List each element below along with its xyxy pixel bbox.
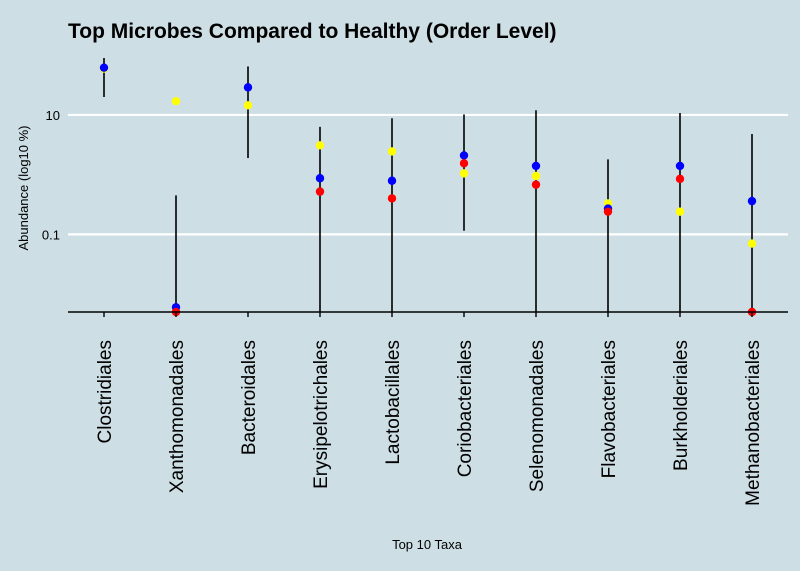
- data-point: [171, 97, 181, 106]
- x-tick-label: Selenomonadales: [527, 340, 548, 492]
- x-tick-label: Erysipelotrichales: [311, 340, 332, 489]
- y-tick-label: 0.1: [42, 227, 60, 242]
- data-point: [675, 161, 685, 171]
- data-point: [603, 207, 613, 216]
- data-point: [387, 194, 397, 203]
- data-point: [99, 63, 109, 72]
- data-point: [531, 171, 541, 181]
- y-axis: 0.1 10: [42, 108, 60, 242]
- data-point: [387, 176, 397, 185]
- x-tick-label: Xanthomonadales: [167, 340, 188, 493]
- y-axis-title: Abundance (log10 %): [16, 125, 31, 250]
- x-tick-label: Lactobacillales: [383, 340, 404, 465]
- data-point: [243, 83, 253, 92]
- data-point: [243, 101, 253, 110]
- y-tick-label: 10: [46, 108, 60, 123]
- data-point: [387, 147, 397, 156]
- data-point: [747, 196, 757, 206]
- x-tick-label: Flavobacteriales: [599, 340, 620, 478]
- x-tick-label: Clostridiales: [95, 340, 116, 443]
- range-layer: [103, 58, 753, 312]
- data-point: [315, 174, 325, 183]
- x-tick-label: Bacteroidales: [239, 340, 260, 455]
- point-layer: [99, 63, 757, 317]
- data-point: [531, 161, 541, 171]
- x-axis: Clostridiales Xanthomonadales Bacteroidale…: [68, 311, 788, 506]
- data-point: [531, 180, 541, 189]
- x-tick-label: Coriobacteriales: [455, 340, 476, 477]
- data-point: [747, 239, 757, 248]
- data-point: [315, 187, 325, 196]
- chart-title: Top Microbes Compared to Healthy (Order …: [68, 20, 557, 43]
- data-point: [315, 141, 325, 150]
- grid-layer: [68, 113, 788, 236]
- x-axis-title: Top 10 Taxa: [392, 537, 463, 552]
- data-point: [459, 159, 469, 168]
- data-point: [459, 151, 469, 160]
- data-point: [675, 207, 685, 216]
- data-point: [459, 169, 469, 178]
- data-point: [675, 174, 685, 184]
- x-tick-label: Methanobacteriales: [743, 340, 764, 506]
- x-tick-label: Burkholderiales: [671, 340, 692, 471]
